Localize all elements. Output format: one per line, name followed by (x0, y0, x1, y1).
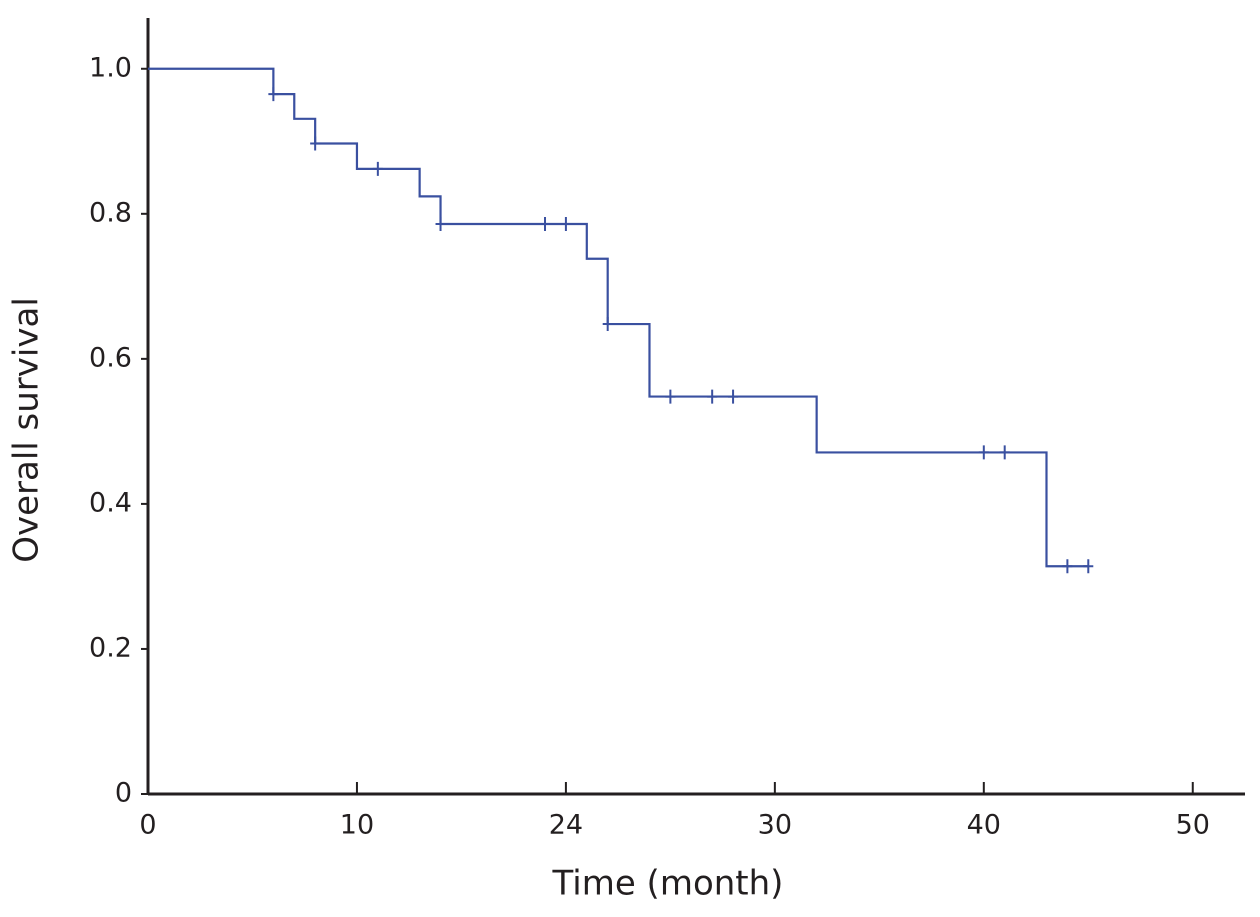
y-axis-label: Overall survival (7, 297, 47, 563)
censor-mark (978, 445, 989, 460)
x-tick-label: 30 (758, 810, 792, 841)
y-tick-label: 0.4 (89, 487, 132, 518)
censor-mark (435, 216, 446, 231)
y-tick-label: 0.2 (89, 632, 132, 663)
censor-mark (665, 389, 676, 404)
x-axis-label: Time (month) (552, 864, 784, 904)
censor-mark (372, 161, 383, 176)
censor-mark (999, 445, 1010, 460)
y-tick-label: 0.8 (89, 197, 132, 228)
x-tick-label: 0 (139, 810, 156, 841)
survival-curve (148, 67, 1089, 568)
y-tick-label: 0.6 (89, 342, 132, 373)
x-tick-label: 40 (967, 810, 1001, 841)
censor-mark (1062, 559, 1073, 574)
x-tick-label: 50 (1176, 810, 1210, 841)
y-tick-label: 0 (115, 778, 132, 809)
censor-mark (560, 216, 571, 231)
censor-mark (728, 389, 739, 404)
censor-mark (540, 216, 551, 231)
censor-mark (707, 389, 718, 404)
censor-mark (310, 136, 321, 151)
x-tick-label: 24 (549, 810, 583, 841)
censor-mark (1083, 559, 1094, 574)
y-tick-label: 1.0 (89, 52, 132, 83)
x-tick-label: 10 (340, 810, 374, 841)
censor-mark (268, 87, 279, 102)
censor-mark (602, 317, 613, 332)
